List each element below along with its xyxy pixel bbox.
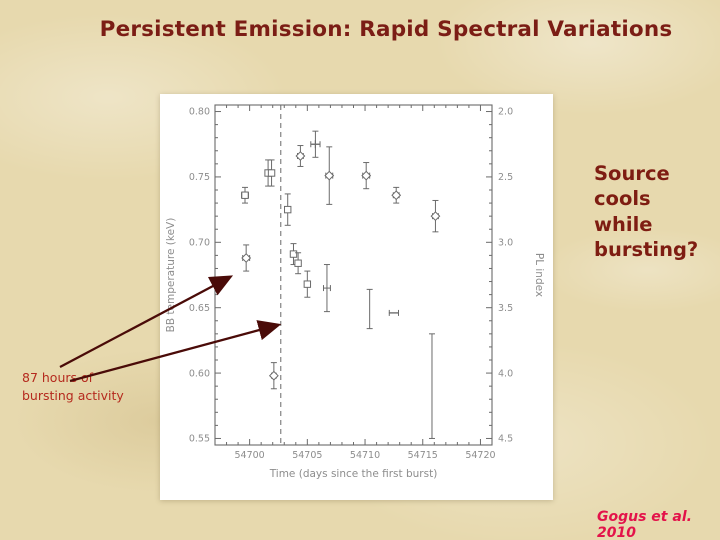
- y-left-tick-label: 0.80: [189, 107, 210, 118]
- x-axis-label: Time (days since the first burst): [269, 468, 438, 480]
- y-left-tick-label: 0.75: [189, 172, 210, 183]
- plot-frame: [214, 104, 493, 446]
- plot-panel: 54700 54705 54710 54715 54720 0.80 2.0 0.75 2.5 0…: [160, 94, 553, 500]
- spectral-variation-plot: 54700 54705 54710 54715 54720 0.80 2.0 0.75 2.5 0…: [165, 104, 545, 480]
- y-right-tick-label: 2.5: [498, 172, 513, 183]
- y-right-tick-label: 2.0: [498, 107, 513, 118]
- data-point-square: [303, 280, 312, 288]
- y-axis-label-left: BB temperature (keV): [165, 218, 177, 333]
- data-point-diamond: [241, 253, 252, 263]
- y-left-tick-label: 0.65: [189, 303, 210, 314]
- y-left-tick-label: 0.55: [189, 434, 210, 445]
- data-point-diamond: [430, 211, 441, 222]
- annotation-87-hours: 87 hours of bursting activity: [22, 370, 124, 403]
- y-right-tick-label: 4.5: [498, 434, 513, 445]
- data-point-square: [289, 250, 298, 258]
- data-point-square: [284, 205, 292, 214]
- x-tick-label: 54710: [350, 450, 380, 461]
- x-tick-label: 54720: [465, 450, 495, 461]
- y-right-tick-label: 3.0: [498, 238, 513, 249]
- citation: Gogus et al. 2010: [597, 509, 692, 540]
- data-point-square: [294, 259, 302, 267]
- data-point-diamond: [295, 151, 306, 161]
- data-point-diamond: [391, 190, 402, 201]
- data-point-diamond: [324, 170, 335, 181]
- x-tick-label: 54700: [235, 450, 265, 461]
- data-point-diamond: [361, 170, 372, 181]
- y-right-tick-label: 4.0: [498, 368, 513, 379]
- x-tick-label: 54705: [292, 450, 322, 461]
- y-left-tick-label: 0.70: [189, 238, 210, 249]
- slide-title: Persistent Emission: Rapid Spectral Vari…: [99, 17, 673, 42]
- data-point-diamond: [268, 370, 279, 381]
- data-point-square: [267, 169, 276, 177]
- y-right-tick-label: 3.5: [498, 303, 513, 314]
- y-axis-label-right: PL index: [533, 253, 545, 297]
- annotation-source-cools: Source cools while bursting?: [594, 162, 699, 262]
- x-tick-label: 54715: [408, 450, 438, 461]
- data-point-square: [241, 191, 249, 199]
- y-left-tick-label: 0.60: [189, 368, 210, 379]
